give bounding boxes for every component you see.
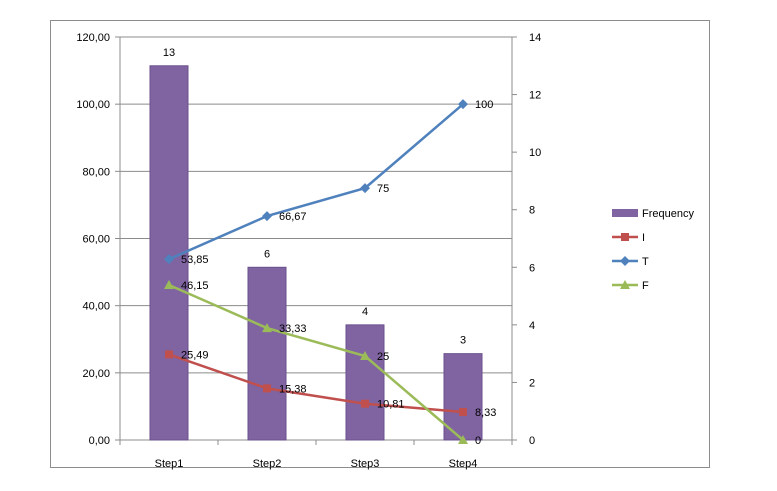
left-axis-tick-label: 20,00: [82, 368, 110, 380]
legend-label: I: [642, 232, 645, 244]
left-axis-tick-label: 40,00: [82, 301, 110, 313]
line-data-label: 0: [475, 435, 481, 447]
data-point-f: [164, 280, 174, 290]
bar-data-label: 13: [163, 47, 175, 59]
x-axis-tick-label: Step4: [449, 458, 478, 470]
right-axis-tick-label: 0: [529, 435, 535, 447]
series-line-i: [168, 353, 464, 414]
bar: [443, 353, 483, 441]
left-axis-tick-label: 0,00: [89, 435, 110, 447]
line-data-label: 25,49: [181, 349, 209, 361]
data-point-i: [361, 399, 369, 408]
data-point-t: [458, 99, 468, 110]
right-axis-tick-label: 2: [529, 377, 535, 389]
data-point-i: [263, 384, 271, 393]
bar-data-label: 4: [362, 306, 368, 318]
legend-label: T: [642, 256, 649, 268]
right-axis-tick-label: 12: [529, 90, 541, 102]
series-line-f: [168, 283, 464, 441]
left-axis-tick-label: 120,00: [76, 32, 110, 44]
data-point-f: [360, 351, 370, 361]
legend-swatch-frequency: [612, 209, 638, 217]
line-data-label: 10,81: [377, 399, 405, 411]
data-point-i: [459, 408, 467, 417]
line-data-label: 8,33: [475, 407, 496, 419]
data-point-f: [262, 323, 272, 333]
left-axis-tick-label: 100,00: [76, 99, 110, 111]
line-data-label: 75: [377, 183, 389, 195]
right-axis-tick-label: 14: [529, 32, 541, 44]
legend-label: F: [642, 280, 649, 292]
right-axis-tick-label: 8: [529, 205, 535, 217]
left-axis-tick-label: 60,00: [82, 234, 110, 246]
right-axis-tick-label: 4: [529, 320, 535, 332]
right-axis-tick-label: 10: [529, 147, 541, 159]
bar-data-label: 6: [264, 248, 270, 260]
series-line-t: [168, 103, 464, 261]
line-data-label: 33,33: [279, 323, 307, 335]
x-axis-tick-label: Step3: [351, 458, 380, 470]
x-axis-tick-label: Step1: [155, 458, 184, 470]
bar: [345, 324, 385, 441]
line-data-label: 25: [377, 351, 389, 363]
line-data-label: 46,15: [181, 280, 209, 292]
data-point-t: [164, 254, 174, 265]
line-data-label: 66,67: [279, 211, 307, 223]
line-data-label: 15,38: [279, 383, 307, 395]
data-point-t: [262, 211, 272, 222]
bar-data-label: 3: [460, 335, 466, 347]
legend-label: Frequency: [642, 208, 694, 220]
legend-marker-i: [621, 233, 629, 241]
data-point-t: [360, 183, 370, 194]
left-axis-tick-label: 80,00: [82, 166, 110, 178]
legend-marker-f: [620, 280, 630, 289]
bar: [247, 266, 287, 441]
right-axis-tick-label: 6: [529, 262, 535, 274]
line-data-label: 100: [475, 99, 493, 111]
x-axis-tick-label: Step2: [253, 458, 282, 470]
line-data-label: 53,85: [181, 254, 209, 266]
data-point-i: [165, 350, 173, 359]
data-point-f: [458, 435, 468, 444]
legend-marker-t: [620, 256, 630, 266]
